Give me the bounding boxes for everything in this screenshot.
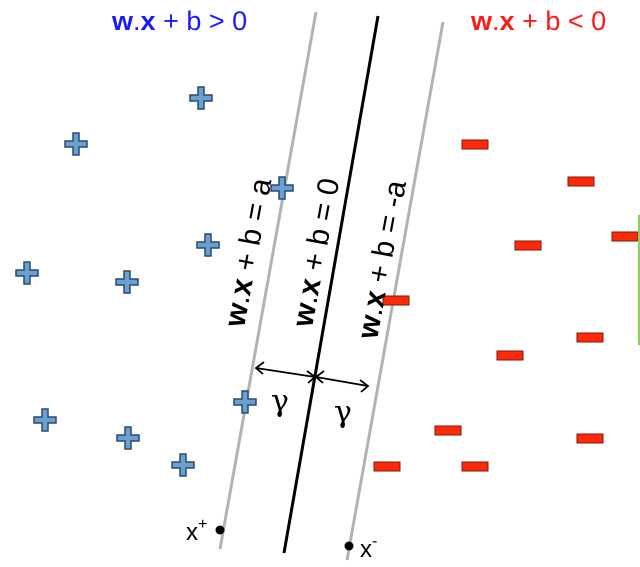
minus-marker (496, 350, 524, 361)
positive-support-point (215, 525, 225, 535)
minus-marker (461, 461, 489, 472)
minus-marker (567, 176, 595, 187)
positive-class-points (15, 86, 294, 477)
negative-region-label: w.x + b < 0 (470, 6, 606, 36)
plus-marker (115, 270, 139, 294)
negative-margin-equation: w.x + b = -a (351, 178, 413, 343)
plus-marker (64, 132, 88, 156)
plus-marker (270, 176, 294, 200)
minus-marker (576, 433, 604, 444)
positive-margin-line (218, 11, 318, 550)
minus-marker (611, 231, 639, 242)
plus-marker (189, 86, 213, 110)
negative-class-points (373, 139, 639, 472)
decision-boundary-line (282, 15, 380, 554)
left-margin-gamma: γ (271, 384, 289, 419)
positive-margin-equation: w.x + b = a (218, 175, 278, 330)
plus-marker (33, 408, 57, 432)
minus-marker (514, 240, 542, 251)
left-margin-arrow (254, 361, 317, 384)
positive-support-label: x+ (186, 516, 207, 546)
plus-marker (171, 453, 195, 477)
negative-support-label: x- (360, 533, 377, 563)
minus-marker (373, 461, 401, 472)
right-margin-gamma: γ (334, 395, 352, 430)
minus-marker (576, 332, 604, 343)
plus-marker (15, 261, 39, 285)
minus-marker (382, 295, 410, 306)
plus-marker (116, 426, 140, 450)
minus-marker (434, 425, 462, 436)
plus-marker (196, 233, 220, 257)
minus-marker (461, 139, 489, 150)
plus-marker (233, 390, 257, 414)
positive-region-label: w.x + b > 0 (111, 6, 247, 36)
right-margin-arrow (314, 370, 370, 393)
negative-margin-line (345, 21, 445, 561)
negative-support-point (344, 541, 354, 551)
